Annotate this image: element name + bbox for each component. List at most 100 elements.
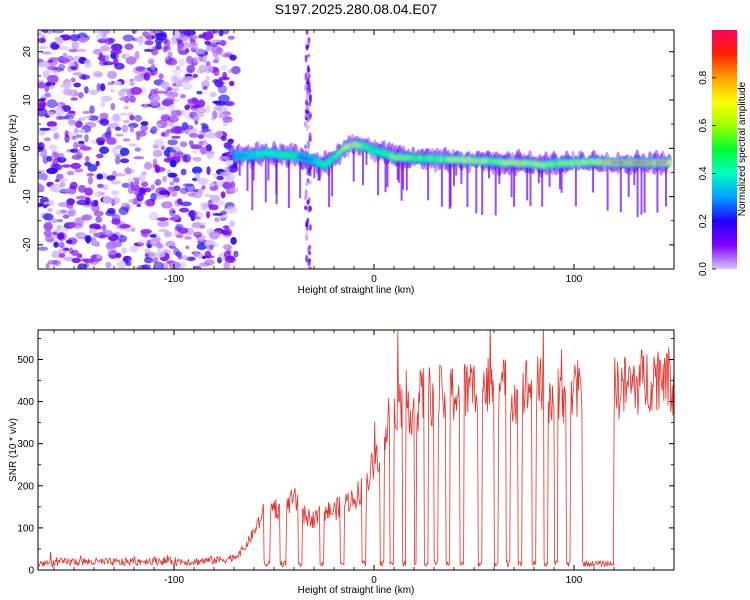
snr-x-ticks: -100 0 100: [53, 330, 675, 586]
snr-y-ticks: 0 100 200 300 400 500: [17, 338, 674, 577]
spike-blob: [308, 258, 312, 264]
noise-blob: [181, 155, 188, 163]
noise-blob: [41, 51, 52, 55]
noise-blob: [54, 107, 65, 117]
noise-blob: [69, 181, 78, 190]
noise-blob: [172, 76, 179, 83]
noise-blob: [228, 68, 236, 74]
snr-panel: -100 0 100 0 100 200 300 400 500 Height of stra…: [8, 329, 675, 596]
noise-blob: [58, 202, 70, 208]
noise-blob: [121, 182, 131, 188]
noise-blob: [95, 72, 104, 77]
noise-blob: [229, 187, 239, 193]
noise-blob: [150, 125, 158, 135]
noise-blob: [47, 260, 58, 265]
noise-blob: [87, 164, 98, 172]
noise-blob: [193, 114, 199, 121]
ridge-streak: [548, 164, 551, 187]
noise-blob: [160, 114, 171, 122]
noise-blob: [58, 45, 69, 51]
noise-blob: [78, 184, 87, 193]
noise-blob: [95, 33, 106, 40]
spike-blob: [304, 72, 308, 82]
noise-blob: [158, 73, 164, 80]
noise-blob: [48, 69, 59, 73]
ridge-streak: [267, 153, 270, 181]
noise-blob: [118, 206, 129, 216]
noise-blob: [175, 224, 184, 229]
noise-blob: [197, 134, 204, 140]
noise-blob: [175, 65, 181, 71]
noise-blob: [122, 138, 131, 142]
noise-blob: [125, 56, 137, 65]
ridge-streak: [287, 155, 290, 209]
ridge-streak: [665, 162, 667, 207]
noise-blob: [100, 100, 106, 108]
noise-blob: [121, 53, 132, 57]
noise-blob: [74, 91, 79, 97]
noise-blob: [155, 251, 166, 258]
noise-blob: [65, 239, 73, 244]
noise-blob: [231, 66, 241, 75]
spike-blob: [306, 140, 310, 149]
noise-blob: [95, 216, 102, 223]
colorbar-gradient: [712, 30, 737, 269]
noise-blob: [49, 183, 62, 193]
noise-blob: [43, 201, 48, 205]
noise-blob: [204, 259, 215, 266]
noise-blob: [102, 119, 110, 125]
noise-blob: [143, 48, 154, 53]
noise-blob: [123, 105, 129, 110]
y-tick-label: 200: [17, 481, 34, 492]
ridge-streak: [318, 162, 321, 181]
noise-blob: [147, 58, 155, 65]
noise-blob: [38, 108, 48, 117]
noise-blob: [229, 80, 235, 87]
noise-blob: [117, 90, 125, 97]
spike-blob: [305, 30, 309, 35]
noise-blob: [141, 181, 149, 188]
noise-blob: [180, 93, 186, 99]
noise-blob: [188, 140, 194, 146]
noise-blob: [99, 118, 104, 125]
noise-blob: [150, 192, 157, 202]
noise-blob: [110, 49, 122, 55]
noise-blob: [104, 131, 112, 139]
noise-blob: [76, 134, 83, 138]
noise-blob: [65, 189, 77, 195]
ridge-streak: [559, 163, 561, 190]
noise-blob: [169, 216, 175, 221]
noise-blob: [149, 93, 161, 103]
noise-blob: [209, 151, 216, 155]
ridge-streak: [606, 162, 609, 211]
noise-blob: [39, 127, 51, 131]
noise-blob: [66, 170, 75, 176]
noise-blob: [165, 58, 178, 66]
spike-blob: [306, 44, 309, 49]
colorbar-tick-label: 0.2: [698, 214, 709, 228]
spike-blob: [307, 53, 311, 58]
noise-blob: [168, 207, 176, 217]
noise-blob: [193, 265, 202, 269]
noise-blob: [84, 134, 89, 143]
noise-blob: [58, 57, 71, 64]
noise-blob: [182, 83, 193, 91]
noise-blob: [47, 125, 59, 132]
spike-blob: [307, 123, 311, 129]
noise-blob: [194, 48, 205, 55]
noise-blob: [197, 107, 208, 113]
noise-blob: [155, 30, 161, 34]
noise-blob: [74, 127, 79, 134]
noise-blob: [150, 184, 155, 191]
noise-blob: [95, 160, 100, 167]
noise-blob: [171, 68, 183, 74]
y-tick-label: 10: [22, 94, 33, 106]
x-tick-label: -100: [164, 575, 184, 586]
noise-blob: [102, 184, 109, 191]
noise-blob: [51, 43, 60, 50]
ridge-streak: [498, 162, 501, 184]
noise-blob: [155, 188, 160, 197]
noise-blob: [144, 248, 151, 254]
noise-blob: [104, 37, 115, 45]
